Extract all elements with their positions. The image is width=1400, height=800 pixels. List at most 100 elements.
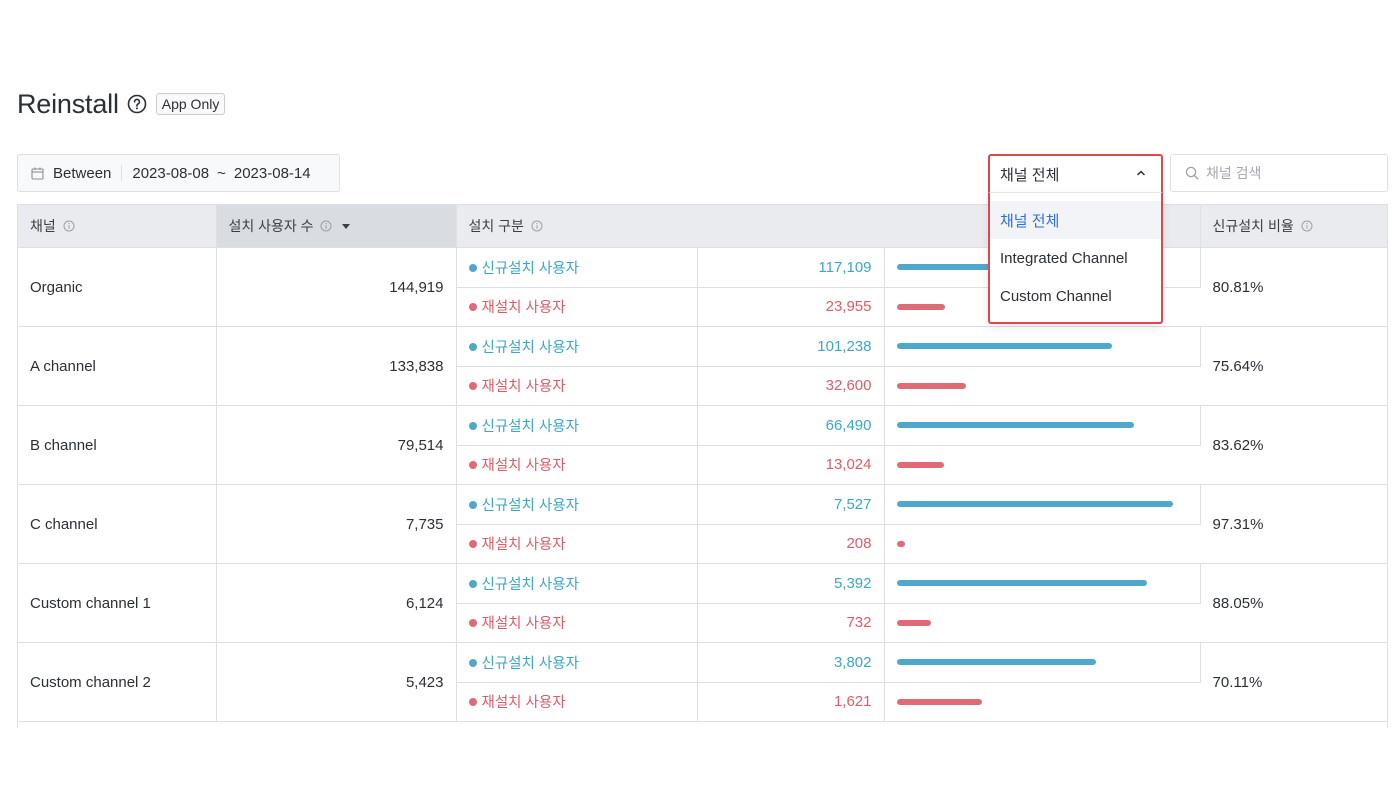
channel-select-value: 채널 전체 [1000,167,1060,184]
table-row[interactable]: B channel 79,514 신규설치 사용자 66,490 83.62% [18,405,1387,485]
table-row[interactable]: 재설치 사용자 13,024 [18,445,1387,485]
new-install-label-cell: 신규설치 사용자 [456,484,698,525]
new-install-dot [468,579,477,588]
channel-name: A channel [18,326,217,406]
search-icon [1185,166,1199,180]
new-install-bar-cell [884,326,1201,367]
new-install-ratio: 75.64% [1200,326,1387,406]
new-install-bar-cell [884,642,1201,683]
new-install-label: 신규설치 사용자 [481,497,579,514]
new-install-dot [468,263,477,272]
reinstall-bar [896,461,944,468]
new-install-value: 66,490 [697,405,885,446]
channel-name: C channel [18,484,217,564]
info-icon[interactable] [320,219,332,232]
new-install-label: 신규설치 사용자 [481,655,579,672]
reinstall-bar-cell [884,682,1201,722]
table-row[interactable]: 재설치 사용자 32,600 [18,366,1387,406]
reinstall-table: 채널 설치 사용자 수 설치 구분 신규설치 비율 Organic 144 [17,204,1388,728]
header-install-users[interactable]: 설치 사용자 수 [216,204,457,248]
table-row[interactable]: Organic 144,919 신규설치 사용자 117,109 80.81% [18,247,1387,327]
table-row[interactable]: 재설치 사용자 208 [18,524,1387,564]
channel-select[interactable]: 채널 전체 [988,154,1163,193]
reinstall-value: 1,621 [697,682,885,722]
channel-search-input[interactable] [1206,165,1376,181]
reinstall-value: 13,024 [697,445,885,485]
table-row[interactable]: 재설치 사용자 23,955 [18,287,1387,327]
new-install-bar [896,422,1134,429]
reinstall-bar-cell [884,366,1201,406]
channel-option-all[interactable]: 채널 전체 [990,201,1161,239]
reinstall-dot [468,461,477,470]
install-users-total: 79,514 [216,405,457,485]
new-install-label: 신규설치 사용자 [481,418,579,435]
reinstall-label-cell: 재설치 사용자 [456,603,698,643]
date-start: 2023-08-08 [132,164,210,182]
info-icon[interactable] [63,219,75,232]
table-row[interactable]: C channel 7,735 신규설치 사용자 7,527 97.31% [18,484,1387,564]
new-install-dot [468,421,477,430]
new-install-dot [468,342,477,351]
table-row[interactable]: 재설치 사용자 1,621 [18,682,1387,722]
reinstall-dot [468,540,477,549]
new-install-ratio: 70.11% [1200,642,1387,722]
new-install-label-cell: 신규설치 사용자 [456,326,698,367]
date-range-label: Between [53,164,112,182]
header-channel[interactable]: 채널 [18,204,217,248]
new-install-label-cell: 신규설치 사용자 [456,405,698,446]
new-install-bar [896,501,1173,508]
new-install-label-cell: 신규설치 사용자 [456,642,698,683]
app-only-badge: App Only [155,93,226,115]
channel-search [1170,154,1388,192]
channel-name: Organic [18,247,217,327]
channel-option-integrated[interactable]: Integrated Channel [1000,249,1128,267]
new-install-label-cell: 신규설치 사용자 [456,247,698,288]
table-row[interactable]: Custom channel 2 5,423 신규설치 사용자 3,802 70.11% [18,642,1387,722]
info-icon[interactable] [531,219,543,232]
info-icon[interactable] [1301,219,1313,232]
new-install-ratio: 97.31% [1200,484,1387,564]
chevron-up-icon [1135,167,1147,179]
calendar-icon [31,167,44,180]
reinstall-bar [896,619,931,626]
date-range-picker[interactable]: Between 2023-08-08 ~ 2023-08-14 [17,154,340,192]
reinstall-value: 208 [697,524,885,564]
reinstall-dot [468,619,477,628]
header-install-type-label: 설치 구분 [468,218,524,234]
install-users-total: 7,735 [216,484,457,564]
reinstall-dot [468,698,477,707]
header-install-users-label: 설치 사용자 수 [228,218,314,234]
install-users-total: 144,919 [216,247,457,327]
reinstall-label-cell: 재설치 사용자 [456,682,698,722]
channel-name: Custom channel 2 [18,642,217,722]
new-install-bar [896,580,1147,587]
channel-name: Custom channel 1 [18,563,217,643]
new-install-value: 5,392 [697,563,885,604]
new-install-label: 신규설치 사용자 [481,576,579,593]
reinstall-bar-cell [884,524,1201,564]
new-install-dot [468,658,477,667]
new-install-dot [468,500,477,509]
reinstall-label-cell: 재설치 사용자 [456,445,698,485]
channel-option-custom[interactable]: Custom Channel [1000,287,1112,305]
reinstall-bar [896,303,945,310]
sort-desc-icon[interactable] [342,216,351,229]
table-row[interactable]: A channel 133,838 신규설치 사용자 101,238 75.64% [18,326,1387,406]
new-install-value: 117,109 [697,247,885,288]
table-row[interactable]: Custom channel 1 6,124 신규설치 사용자 5,392 88.05% [18,563,1387,643]
page-header: Reinstall App Only [17,86,226,122]
header-new-ratio[interactable]: 신규설치 비율 [1200,204,1387,248]
reinstall-bar-cell [884,445,1201,485]
reinstall-bar [896,382,966,389]
new-install-value: 7,527 [697,484,885,525]
header-channel-label: 채널 [30,218,56,234]
table-row[interactable]: 재설치 사용자 732 [18,603,1387,643]
reinstall-dot [468,303,477,312]
help-circle-icon[interactable] [127,94,147,114]
reinstall-bar-cell [884,603,1201,643]
table-header-row: 채널 설치 사용자 수 설치 구분 신규설치 비율 [18,204,1387,248]
reinstall-value: 23,955 [697,287,885,327]
new-install-bar-cell [884,563,1201,604]
date-separator: ~ [217,164,226,182]
reinstall-label: 재설치 사용자 [481,458,566,475]
